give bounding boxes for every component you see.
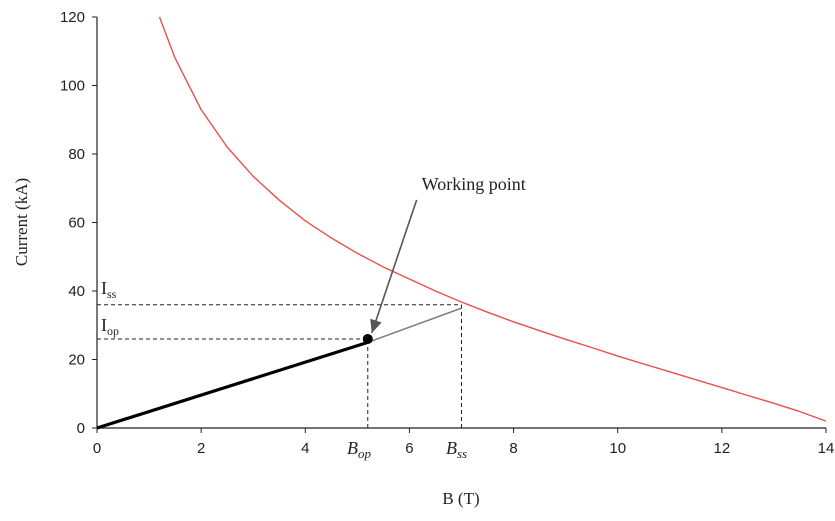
bss-label-sub: ss: [457, 446, 467, 461]
y-tick-label: 20: [68, 352, 85, 369]
critical-series-line: [158, 16, 827, 422]
reference-lines: [97, 304, 462, 428]
y-tick-label: 60: [68, 215, 85, 232]
iss-label: Iss: [101, 278, 117, 301]
iss-label-sub: ss: [107, 287, 117, 301]
y-tick-label: 40: [68, 283, 85, 300]
x-tick-label: 2: [197, 440, 205, 457]
ticks: 0 2 4 6 8 10 12 14 0 20 40 60 80 100 120: [60, 9, 834, 457]
iss-label-main: I: [101, 278, 107, 298]
iop-label-main: I: [101, 315, 107, 335]
iop-label: Iop: [101, 315, 119, 338]
arrow-shaft: [371, 199, 418, 334]
y-tick-label: 100: [60, 78, 85, 95]
arrow-head: [370, 318, 382, 333]
x-tick-label: 6: [405, 440, 413, 457]
working-point-arrow: [370, 199, 418, 334]
y-tick-label: 80: [68, 146, 85, 163]
working-point-label: Working point: [422, 174, 526, 194]
bop-label-sub: op: [358, 446, 372, 461]
load-line-thin-series-line: [367, 307, 462, 344]
y-axis-title: Current (kA): [12, 178, 31, 266]
axes: [96, 17, 826, 429]
x-tick-label: 4: [301, 440, 309, 457]
load-line-thick-series-line: [96, 340, 369, 430]
bop-label-main: B: [347, 438, 358, 458]
x-axis-title: B (T): [442, 489, 479, 508]
x-tick-label: 14: [818, 440, 835, 457]
bss-label: Bss: [446, 438, 467, 461]
x-tick-label: 8: [509, 440, 517, 457]
x-tick-label: 10: [609, 440, 626, 457]
series-group: [96, 16, 827, 430]
y-tick-label: 120: [60, 9, 85, 26]
working-point-marker: [362, 333, 373, 344]
bop-label: Bop: [347, 438, 372, 461]
y-tick-label: 0: [77, 420, 85, 437]
bss-label-main: B: [446, 438, 457, 458]
markers: [362, 333, 373, 344]
iop-label-sub: op: [107, 324, 119, 338]
x-tick-label: 0: [93, 440, 101, 457]
x-tick-label: 12: [714, 440, 731, 457]
